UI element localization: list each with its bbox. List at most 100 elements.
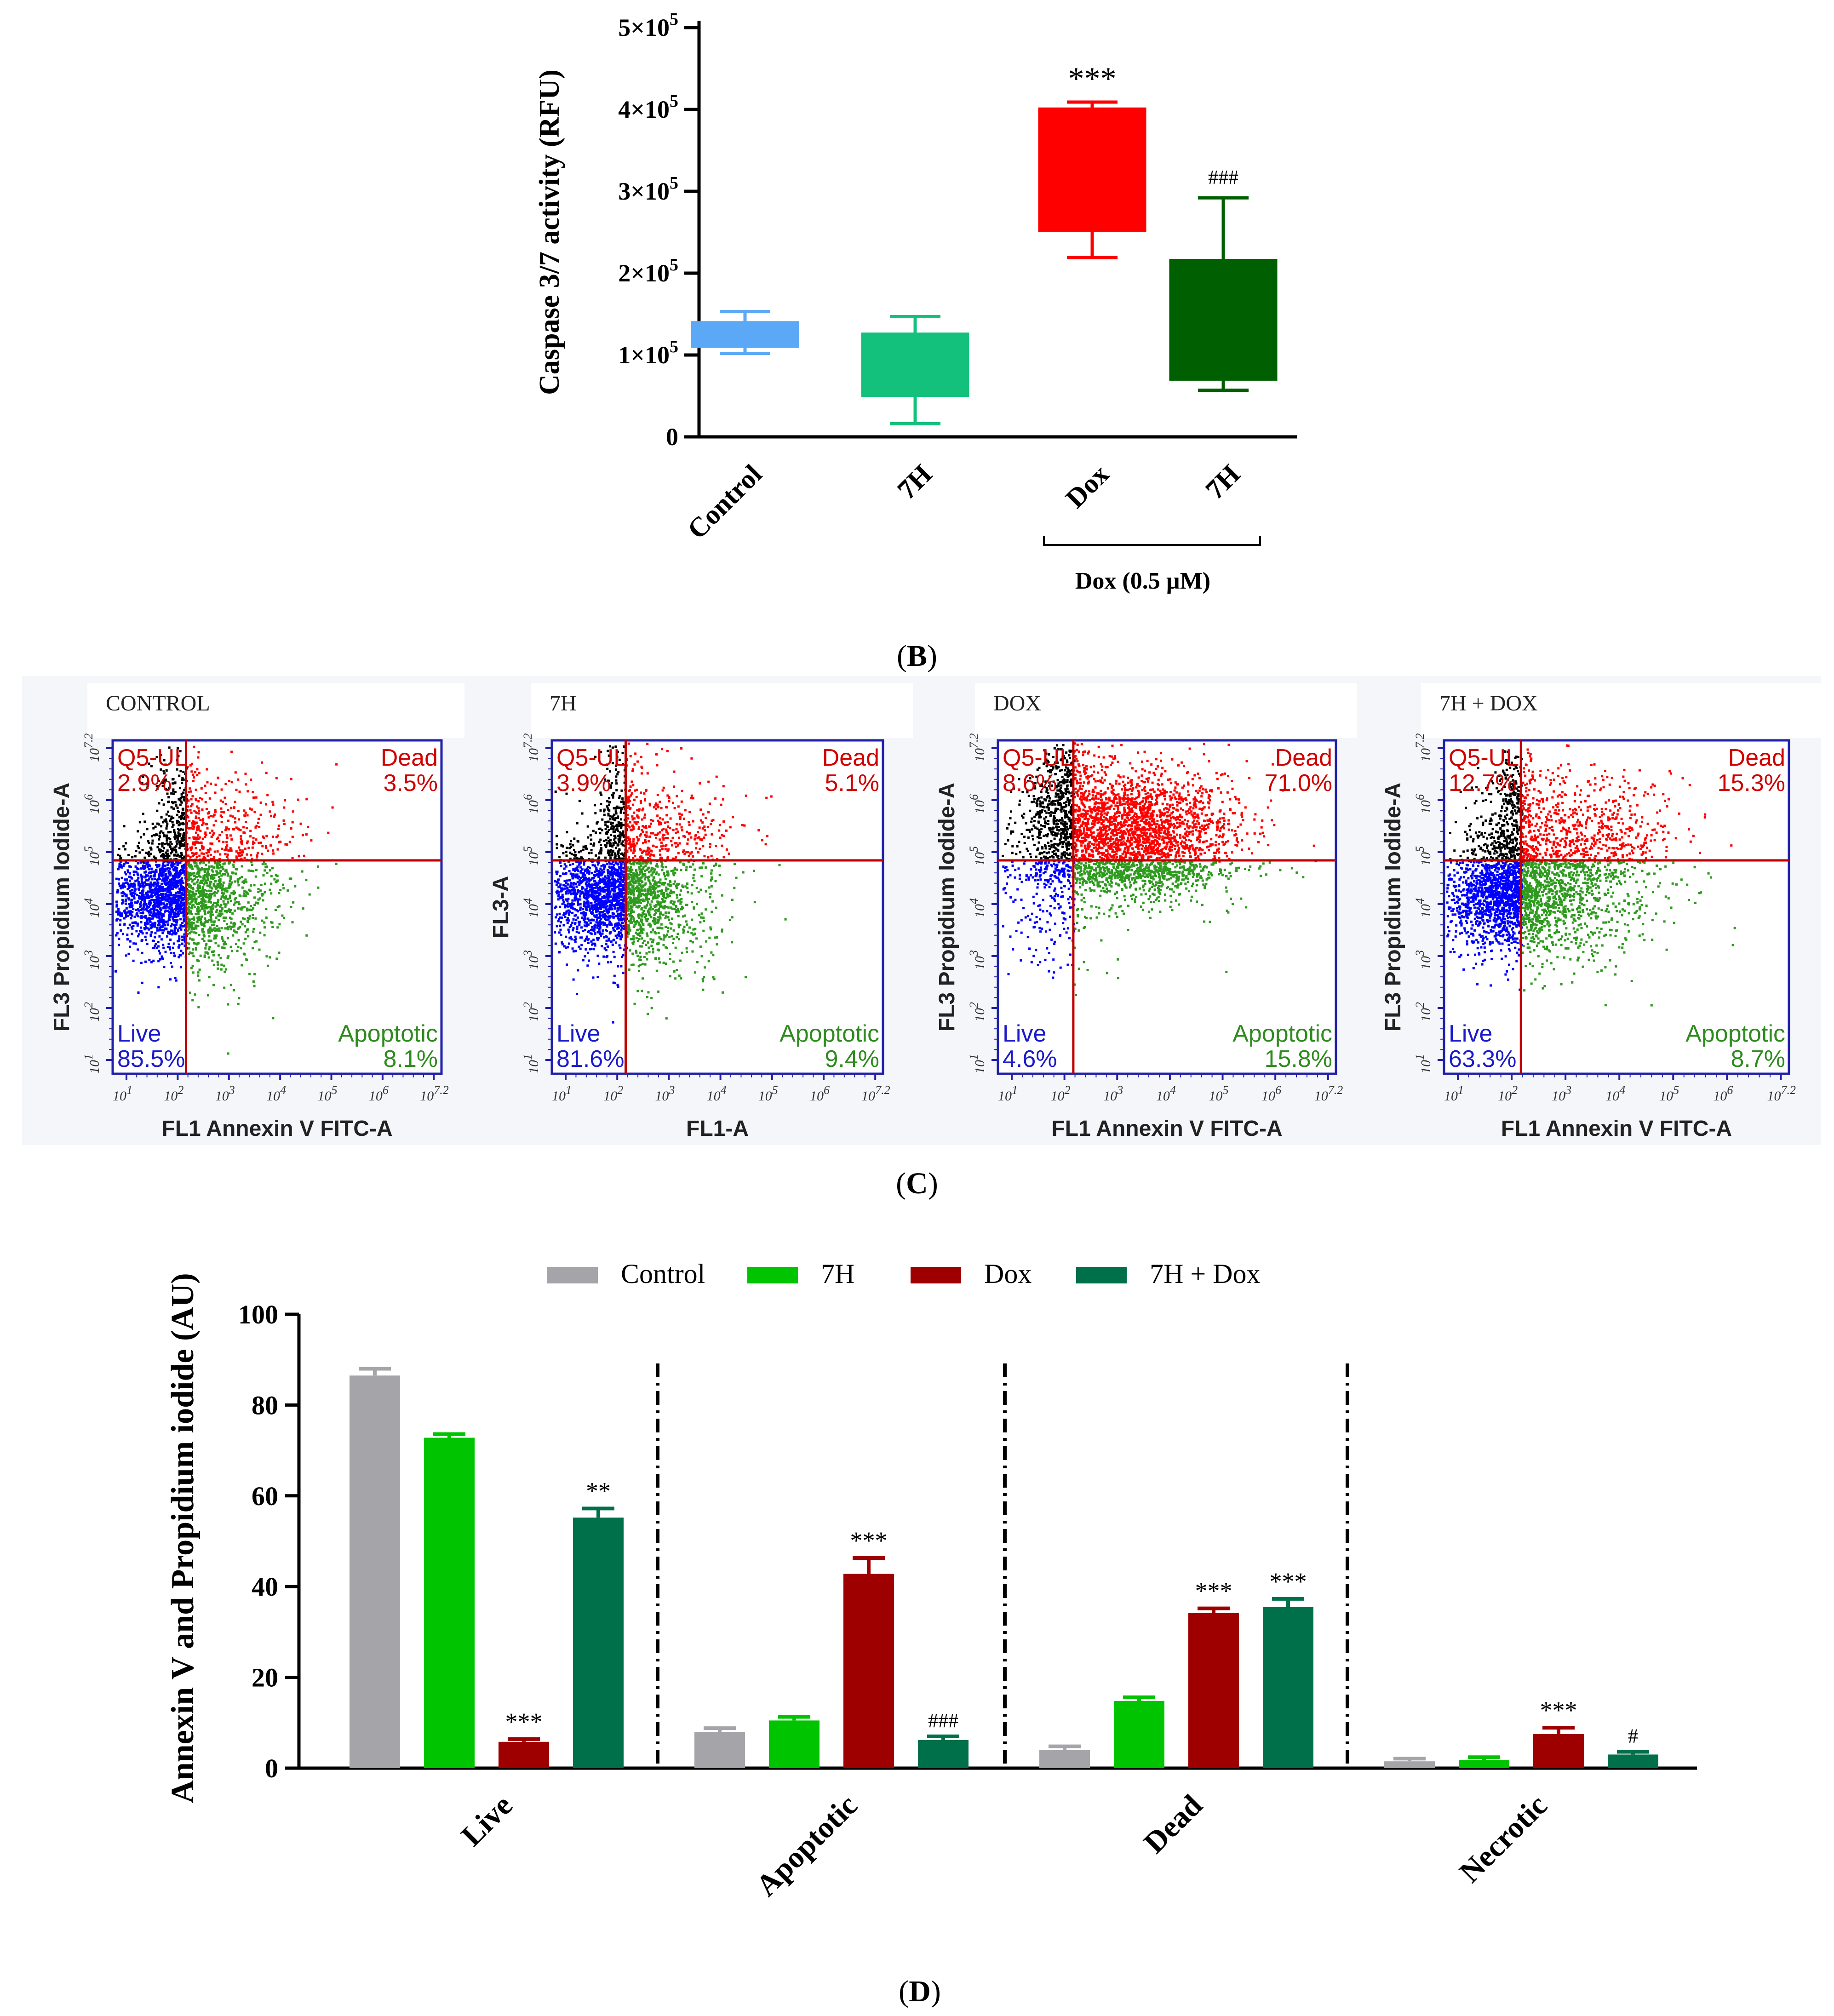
bar-rect xyxy=(573,1518,624,1768)
quad-ur-name: Dead xyxy=(381,745,438,771)
quad-ur-value: 15.3% xyxy=(1718,770,1785,796)
plot-title: 7H + DOX xyxy=(1439,691,1538,716)
legend-label: 7H + Dox xyxy=(1150,1259,1261,1289)
bar-rect xyxy=(1384,1761,1435,1768)
panel-label-b: (B) xyxy=(897,639,937,673)
quad-lr-name: Apoptotic xyxy=(1685,1020,1785,1047)
bar xyxy=(769,1715,820,1768)
legend-swatch xyxy=(547,1267,598,1283)
quad-ul-name: Q5-UL xyxy=(1003,745,1073,771)
bar xyxy=(1384,1757,1435,1768)
quad-lr-name: Apoptotic xyxy=(1232,1020,1332,1047)
x-tick-label: Necrotic xyxy=(1453,1788,1553,1889)
bar-rect xyxy=(424,1438,475,1768)
bar-rect xyxy=(769,1720,820,1768)
y-axis-label: FL3-A xyxy=(489,876,513,939)
bar xyxy=(1459,1755,1509,1768)
bar xyxy=(424,1432,475,1768)
x-tick-label: Dead xyxy=(1137,1788,1209,1860)
y-tick-label: 3×105 xyxy=(618,173,678,205)
box-body xyxy=(861,332,969,397)
legend-label: Control xyxy=(621,1259,705,1289)
plot-header xyxy=(531,683,913,738)
panel-b-chart: 0 1×105 2×105 3×105 4×105 5×105 Caspase 3/7 ac… xyxy=(534,10,1297,673)
legend-swatch xyxy=(747,1267,798,1283)
significance-marker: *** xyxy=(1068,61,1117,97)
quad-ul-value: 12.7% xyxy=(1449,770,1516,796)
x-tick-label: 7H xyxy=(891,459,938,505)
box-body xyxy=(1038,107,1146,232)
quad-ll-value: 81.6% xyxy=(556,1046,624,1072)
bar-rect xyxy=(1263,1607,1313,1768)
plot-title: DOX xyxy=(993,691,1041,716)
x-axis-label: FL1 Annexin V FITC-A xyxy=(161,1117,392,1141)
significance-marker: ### xyxy=(1208,166,1238,189)
panel-label-c: (C) xyxy=(896,1167,938,1200)
legend-label: Dox xyxy=(984,1259,1032,1289)
bar xyxy=(350,1367,400,1768)
bar: ** xyxy=(573,1477,624,1768)
group-label: Dox (0.5 µM) xyxy=(1075,568,1210,594)
legend: Control 7H Dox 7H + Dox xyxy=(547,1259,1261,1289)
x-axis-label: FL1-A xyxy=(686,1117,749,1141)
bar-rect xyxy=(1608,1754,1658,1768)
plot-title: 7H xyxy=(550,691,577,716)
quad-ur-value: 5.1% xyxy=(825,770,879,796)
quad-ur-name: Dead xyxy=(1275,745,1332,771)
bar: *** xyxy=(499,1708,549,1768)
bar: *** xyxy=(843,1527,894,1768)
bar: *** xyxy=(1533,1696,1584,1768)
quad-ll-name: Live xyxy=(1003,1020,1046,1047)
y-tick-label: 40 xyxy=(252,1572,278,1602)
legend-swatch xyxy=(911,1267,961,1283)
bar-rect xyxy=(1459,1760,1509,1768)
bar-rect xyxy=(1114,1701,1164,1768)
significance-marker: *** xyxy=(1540,1696,1577,1724)
bar-rect xyxy=(350,1375,400,1768)
quad-ul-value: 3.9% xyxy=(556,770,611,796)
y-tick-label: 4×105 xyxy=(618,92,678,123)
panel-label-d: (D) xyxy=(899,1975,941,2008)
significance-marker: ### xyxy=(928,1709,958,1732)
plot-header xyxy=(87,683,464,738)
x-axis-label: FL1 Annexin V FITC-A xyxy=(1501,1117,1732,1141)
bar: # xyxy=(1608,1724,1658,1768)
legend-swatch xyxy=(1076,1267,1127,1283)
panel-d-chart: Control 7H Dox 7H + Dox 0 20 40 60 80 100 Annexin … xyxy=(165,1259,1697,2008)
quad-lr-name: Apoptotic xyxy=(779,1020,879,1047)
quad-ul-value: 8.6% xyxy=(1003,770,1057,796)
bar-rect xyxy=(843,1574,894,1768)
y-tick-label: 20 xyxy=(252,1663,278,1693)
y-axis-label: FL3 Propidium Iodide-A xyxy=(50,783,74,1031)
bar xyxy=(1039,1744,1090,1768)
quad-ll-value: 85.5% xyxy=(117,1046,185,1072)
x-tick-label: Live xyxy=(455,1788,519,1853)
x-tick-label: Control xyxy=(682,459,768,545)
bar-rect xyxy=(1533,1734,1584,1768)
panel-c-figure: CONTROLQ5-UL2.9%Dead3.5%Live85.5%Apoptot… xyxy=(22,676,1826,1200)
box-body xyxy=(691,321,799,348)
quad-ul-name: Q5-UL xyxy=(556,745,627,771)
bar-rect xyxy=(1039,1750,1090,1768)
quad-ur-name: Dead xyxy=(1728,745,1785,771)
quad-ul-name: Q5-UL xyxy=(1449,745,1519,771)
y-axis-label: Caspase 3/7 activity (RFU) xyxy=(534,69,565,395)
box-body xyxy=(1169,259,1278,381)
quad-ll-name: Live xyxy=(1449,1020,1492,1047)
quad-lr-value: 15.8% xyxy=(1265,1046,1332,1072)
quad-ur-value: 71.0% xyxy=(1265,770,1332,796)
quad-ul-value: 2.9% xyxy=(117,770,172,796)
dot-cloud xyxy=(115,745,338,1055)
quad-ll-name: Live xyxy=(556,1020,600,1047)
box-0 xyxy=(691,310,799,355)
plot-header xyxy=(1421,683,1826,738)
y-tick-label: 80 xyxy=(252,1390,278,1420)
quad-ur-value: 3.5% xyxy=(383,770,438,796)
quad-lr-name: Apoptotic xyxy=(338,1020,438,1047)
box-3: ### xyxy=(1169,166,1278,392)
bar xyxy=(1114,1695,1164,1768)
significance-marker: *** xyxy=(1195,1577,1232,1605)
